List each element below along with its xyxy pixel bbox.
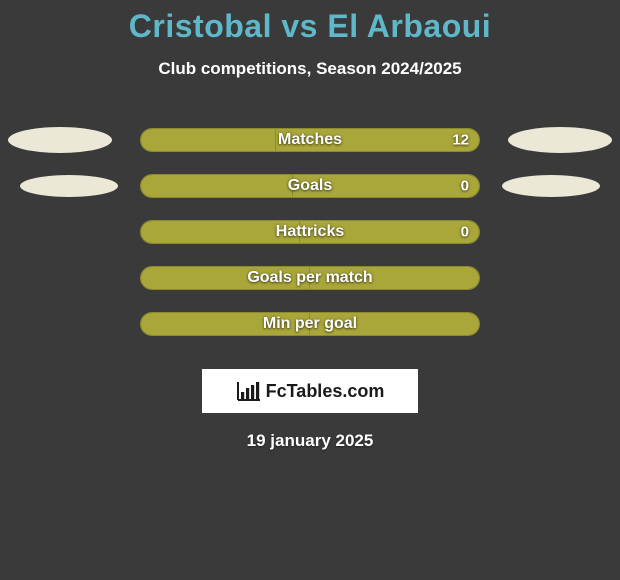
stat-row: Goals per match: [0, 255, 620, 301]
stat-row: Min per goal: [0, 301, 620, 347]
stat-label: Min per goal: [263, 315, 357, 333]
stat-label: Matches: [278, 131, 342, 149]
stat-label: Hattricks: [276, 223, 344, 241]
stat-bar: Goals per match: [140, 266, 480, 290]
logo-text: FcTables.com: [266, 381, 385, 402]
stat-row: Hattricks 0: [0, 209, 620, 255]
stat-label: Goals per match: [247, 269, 372, 287]
page-title: Cristobal vs El Arbaoui: [0, 8, 620, 45]
stat-value-right: 12: [452, 132, 469, 149]
stat-value-right: 0: [461, 178, 469, 195]
stat-bar: Goals 0: [140, 174, 480, 198]
stat-bar: Matches 12: [140, 128, 480, 152]
decor-ellipse-right: [508, 127, 612, 153]
stat-value-right: 0: [461, 224, 469, 241]
bar-fill-left: [141, 175, 293, 197]
date-text: 19 january 2025: [0, 431, 620, 451]
stat-bar: Min per goal: [140, 312, 480, 336]
stat-row: Goals 0: [0, 163, 620, 209]
barchart-icon: [236, 380, 262, 402]
decor-ellipse-right: [502, 175, 600, 197]
stat-label: Goals: [288, 177, 332, 195]
infographic-container: Cristobal vs El Arbaoui Club competition…: [0, 0, 620, 451]
stat-row: Matches 12: [0, 117, 620, 163]
bar-fill-left: [141, 129, 276, 151]
decor-ellipse-left: [8, 127, 112, 153]
logo-box: FcTables.com: [202, 369, 418, 413]
stat-bar: Hattricks 0: [140, 220, 480, 244]
logo-inner: FcTables.com: [236, 380, 385, 402]
stats-area: Matches 12 Goals 0 Hattricks 0 Goals per match…: [0, 117, 620, 347]
decor-ellipse-left: [20, 175, 118, 197]
subtitle: Club competitions, Season 2024/2025: [0, 59, 620, 79]
